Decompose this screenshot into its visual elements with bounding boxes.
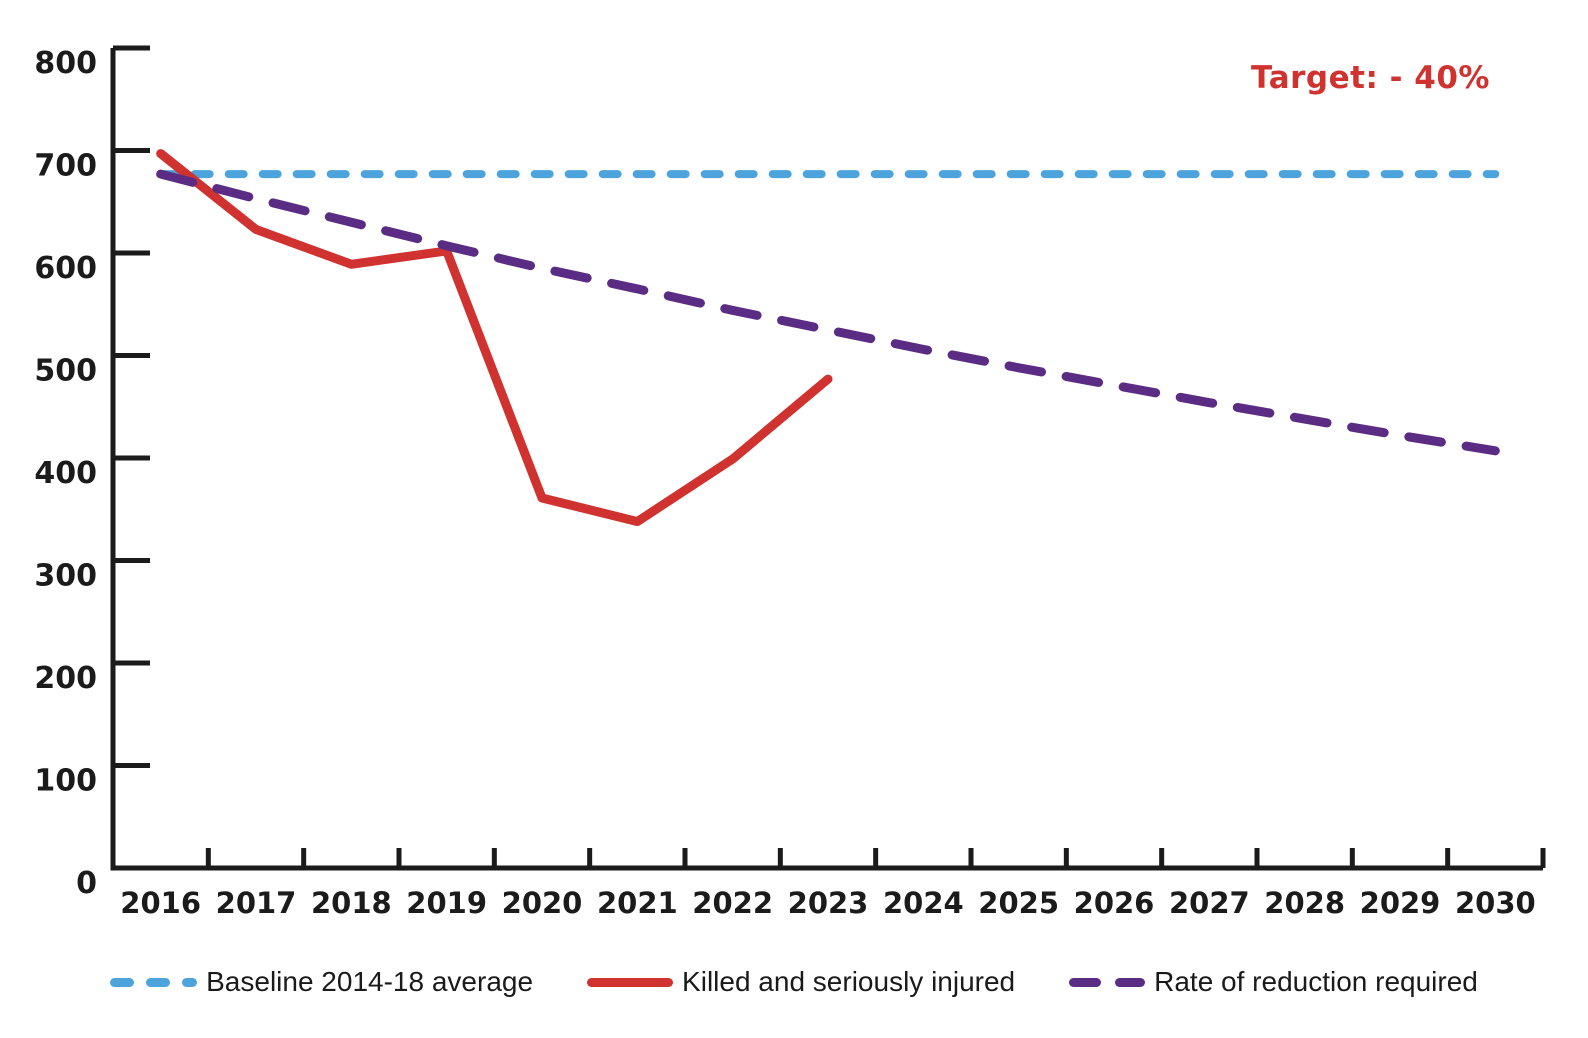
rate-series-line — [156, 169, 1500, 456]
x-tick-label: 2018 — [311, 886, 392, 920]
y-tick-label: 500 — [34, 354, 97, 389]
x-tick-label: 2028 — [1264, 886, 1345, 920]
target-annotation: Target: - 40% — [1251, 60, 1490, 96]
y-tick-label: 700 — [34, 149, 97, 184]
x-tick-label: 2020 — [502, 886, 583, 920]
x-tick-label: 2024 — [883, 886, 964, 920]
y-tick-label: 400 — [34, 456, 97, 491]
killed-solid-line-icon — [587, 977, 674, 987]
x-tick-label: 2023 — [788, 886, 869, 920]
legend-item-rate: Rate of reduction required — [1069, 966, 1478, 998]
legend: Baseline 2014-18 average Killed and seri… — [0, 950, 1588, 1014]
x-tick-label: 2016 — [120, 886, 201, 920]
baseline-dashed-line-icon — [110, 977, 198, 987]
y-tick-label: 800 — [34, 46, 97, 81]
y-tick-label: 0 — [76, 866, 97, 901]
rate-dashed-line-icon — [1069, 977, 1146, 987]
plot-area: 0 100 200 300 400 500 600 700 800 2016 2017 2018 201… — [34, 45, 1546, 920]
legend-label-killed: Killed and seriously injured — [682, 966, 1016, 997]
x-tick-label: 2027 — [1169, 886, 1250, 920]
legend-item-killed: Killed and seriously injured — [587, 966, 1015, 998]
y-tick-label: 100 — [34, 764, 97, 799]
legend-label-rate: Rate of reduction required — [1154, 966, 1478, 997]
x-tick-label: 2025 — [978, 886, 1059, 920]
x-tick-label: 2017 — [216, 886, 297, 920]
x-tick-label: 2022 — [692, 886, 773, 920]
x-tick-label: 2019 — [406, 886, 487, 920]
x-tick-label: 2029 — [1360, 886, 1441, 920]
x-tick-label: 2030 — [1455, 886, 1536, 920]
x-tick-label: 2026 — [1074, 886, 1155, 920]
y-tick-label: 200 — [34, 661, 97, 696]
killed-series-line — [156, 149, 833, 527]
y-tick-label: 600 — [34, 251, 97, 286]
legend-label-baseline: Baseline 2014-18 average — [206, 966, 534, 997]
x-tick-label: 2021 — [597, 886, 678, 920]
y-tick-label: 300 — [34, 559, 97, 594]
legend-item-baseline: Baseline 2014-18 average — [110, 966, 533, 998]
